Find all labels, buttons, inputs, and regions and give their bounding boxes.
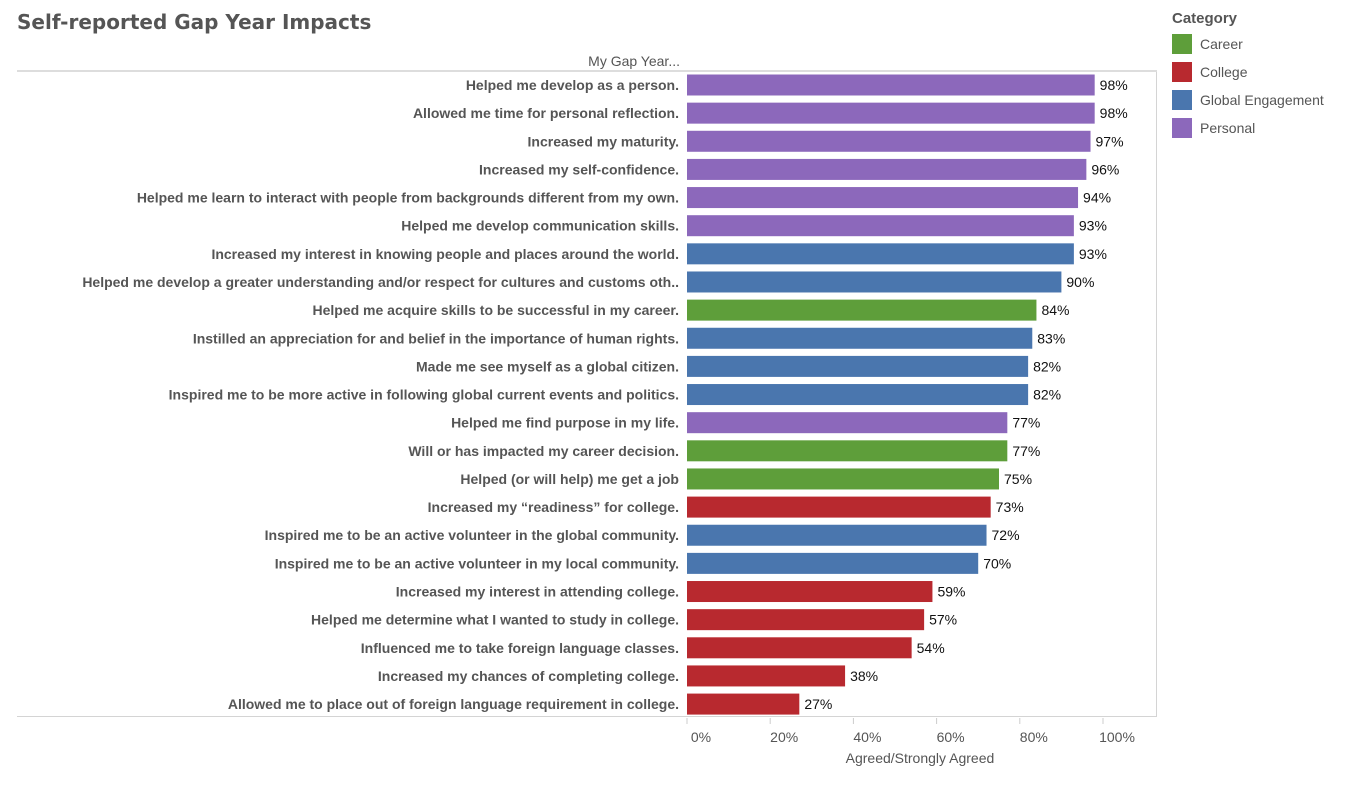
- data-label: 98%: [1100, 77, 1128, 93]
- bar-personal: [687, 130, 1091, 152]
- bar-personal: [687, 187, 1079, 209]
- bar-global-engagement: [687, 384, 1029, 406]
- row-label: Instilled an appreciation for and belief…: [193, 330, 679, 346]
- data-label: 77%: [1012, 415, 1040, 431]
- data-label: 75%: [1004, 471, 1032, 487]
- legend-item[interactable]: Personal: [1172, 114, 1324, 142]
- legend-swatch: [1172, 62, 1192, 82]
- row-label: Influenced me to take foreign language c…: [361, 640, 679, 656]
- x-tick-label: 60%: [937, 729, 965, 745]
- row-label: Helped me develop as a person.: [466, 77, 679, 93]
- legend-title: Category: [1172, 10, 1238, 27]
- bar-college: [687, 693, 800, 715]
- data-label: 59%: [937, 584, 965, 600]
- bar-global-engagement: [687, 524, 987, 546]
- row-label: Helped me develop a greater understandin…: [82, 274, 679, 290]
- x-tick-label: 0%: [691, 729, 711, 745]
- bar-college: [687, 665, 846, 687]
- row-label: Increased my interest in attending colle…: [396, 584, 679, 600]
- data-label: 54%: [917, 640, 945, 656]
- x-tick-label: 20%: [770, 729, 798, 745]
- data-label: 72%: [992, 527, 1020, 543]
- data-label: 38%: [850, 668, 878, 684]
- data-label: 97%: [1096, 133, 1124, 149]
- row-header: My Gap Year...: [588, 53, 680, 69]
- row-label: Inspired me to be an active volunteer in…: [275, 555, 679, 571]
- bar-career: [687, 440, 1008, 462]
- row-label: Made me see myself as a global citizen.: [416, 358, 679, 374]
- row-label: Increased my chances of completing colle…: [378, 668, 679, 684]
- row-label: Helped me learn to interact with people …: [137, 190, 679, 206]
- data-label: 94%: [1083, 190, 1111, 206]
- data-label: 77%: [1012, 443, 1040, 459]
- legend-label: Career: [1200, 36, 1243, 52]
- data-label: 27%: [804, 696, 832, 712]
- row-label: Allowed me to place out of foreign langu…: [228, 696, 679, 712]
- row-label: Inspired me to be more active in followi…: [169, 387, 679, 403]
- bar-personal: [687, 74, 1095, 96]
- bar-career: [687, 468, 999, 490]
- header-divider: [17, 70, 1157, 72]
- x-tick-label: 100%: [1099, 729, 1135, 745]
- x-axis-title: Agreed/Strongly Agreed: [846, 750, 995, 766]
- row-label: Helped (or will help) me get a job: [460, 471, 679, 487]
- legend-label: Personal: [1200, 120, 1256, 136]
- row-label: Helped me determine what I wanted to stu…: [311, 612, 679, 628]
- legend-item[interactable]: Global Engagement: [1172, 86, 1324, 114]
- x-tick-label: 80%: [1020, 729, 1048, 745]
- legend-item[interactable]: Career: [1172, 30, 1324, 58]
- row-label: Helped me develop communication skills.: [401, 218, 679, 234]
- data-label: 98%: [1100, 105, 1128, 121]
- legend-swatch: [1172, 34, 1192, 54]
- row-label: Inspired me to be an active volunteer in…: [265, 527, 679, 543]
- data-label: 90%: [1066, 274, 1094, 290]
- data-label: 57%: [929, 612, 957, 628]
- x-tick-label: 40%: [853, 729, 881, 745]
- bar-college: [687, 637, 912, 659]
- bar-global-engagement: [687, 271, 1062, 293]
- row-label: Helped me find purpose in my life.: [451, 415, 679, 431]
- data-label: 82%: [1033, 387, 1061, 403]
- data-label: 83%: [1037, 330, 1065, 346]
- row-label: Increased my self-confidence.: [479, 161, 679, 177]
- row-label: Increased my interest in knowing people …: [211, 246, 679, 262]
- bar-career: [687, 299, 1037, 321]
- data-label: 93%: [1079, 218, 1107, 234]
- bar-global-engagement: [687, 327, 1033, 349]
- legend: Category Career College Global Engagement P…: [1172, 10, 1324, 142]
- chart-title: Self-reported Gap Year Impacts: [17, 10, 372, 34]
- legend-label: Global Engagement: [1200, 92, 1324, 108]
- bar-personal: [687, 215, 1074, 237]
- row-label: Allowed me time for personal reflection.: [413, 105, 679, 121]
- legend-item[interactable]: College: [1172, 58, 1324, 86]
- data-label: 70%: [983, 555, 1011, 571]
- legend-swatch: [1172, 90, 1192, 110]
- bar-global-engagement: [687, 552, 979, 574]
- bar-personal: [687, 102, 1095, 124]
- data-label: 73%: [996, 499, 1024, 515]
- bar-college: [687, 496, 991, 518]
- bar-global-engagement: [687, 355, 1029, 377]
- bar-global-engagement: [687, 243, 1074, 265]
- row-label: Will or has impacted my career decision.: [408, 443, 679, 459]
- row-label: Helped me acquire skills to be successfu…: [312, 302, 679, 318]
- legend-label: College: [1200, 64, 1248, 80]
- data-label: 82%: [1033, 358, 1061, 374]
- bar-personal: [687, 158, 1087, 180]
- bar-college: [687, 581, 933, 603]
- data-label: 93%: [1079, 246, 1107, 262]
- bar-personal: [687, 412, 1008, 434]
- bar-college: [687, 609, 925, 631]
- data-label: 96%: [1091, 161, 1119, 177]
- data-label: 84%: [1041, 302, 1069, 318]
- legend-swatch: [1172, 118, 1192, 138]
- row-label: Increased my maturity.: [528, 133, 679, 149]
- row-label: Increased my “readiness” for college.: [428, 499, 679, 515]
